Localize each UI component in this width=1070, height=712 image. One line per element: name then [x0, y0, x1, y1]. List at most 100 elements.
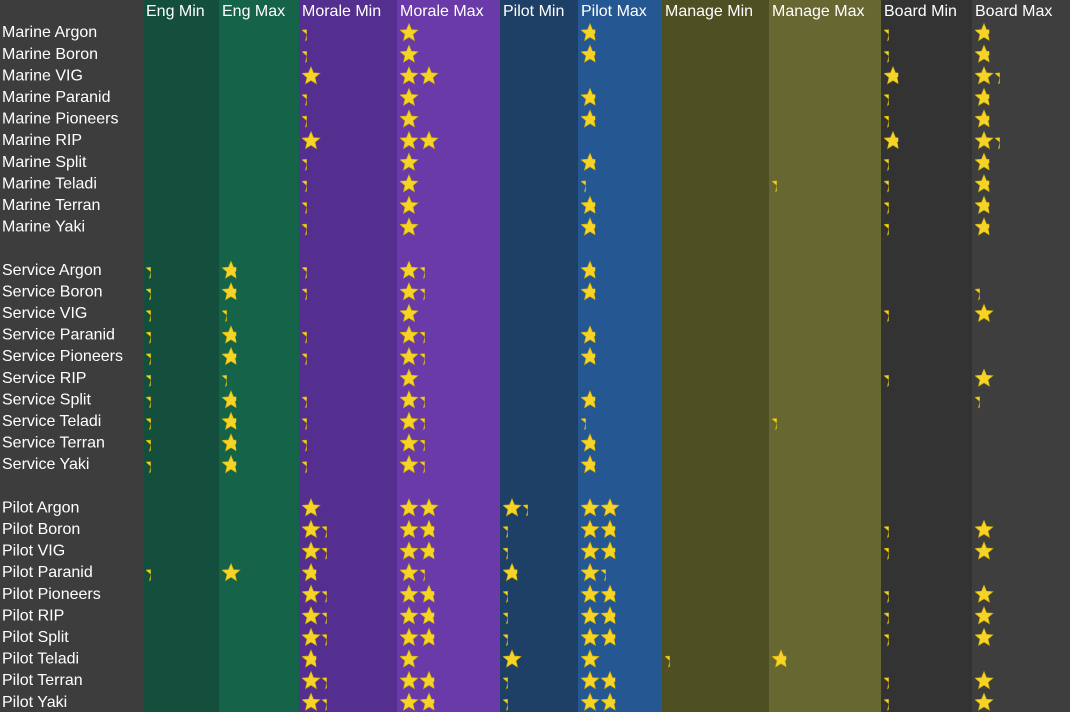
star — [503, 612, 508, 625]
star-rating — [400, 22, 419, 42]
star — [400, 454, 419, 474]
star-rating — [400, 670, 435, 690]
star — [302, 202, 307, 215]
row-label: Service Pioneers — [2, 348, 123, 365]
star — [400, 281, 419, 301]
star — [420, 439, 425, 452]
star — [400, 325, 419, 344]
star — [420, 396, 425, 409]
star-rating — [400, 325, 425, 344]
column-bg — [299, 0, 397, 712]
star-rating — [146, 353, 151, 366]
star — [581, 519, 600, 539]
star — [400, 389, 419, 409]
star — [601, 519, 616, 539]
star-rating — [400, 152, 419, 171]
star-rating — [975, 87, 990, 107]
star — [581, 346, 596, 366]
star-rating — [222, 433, 237, 452]
star-rating — [302, 65, 321, 85]
star — [884, 158, 889, 171]
star — [420, 461, 425, 474]
row-label: Service VIG — [2, 305, 87, 322]
star — [400, 605, 419, 625]
star — [975, 109, 990, 128]
star-rating — [884, 374, 889, 387]
star — [581, 692, 600, 711]
star — [420, 130, 439, 150]
star-rating — [302, 605, 327, 625]
star-rating — [400, 195, 419, 215]
star — [975, 288, 980, 301]
star-rating — [400, 433, 425, 452]
star — [302, 331, 307, 344]
star — [146, 374, 151, 387]
star — [400, 109, 419, 128]
star — [772, 418, 777, 431]
row-label: Service Argon — [2, 262, 102, 279]
star-rating — [772, 418, 777, 431]
star — [222, 260, 237, 279]
star — [601, 605, 616, 625]
star-rating — [400, 303, 419, 323]
star-rating — [222, 374, 227, 387]
star — [400, 22, 419, 42]
star-rating — [302, 584, 327, 603]
star — [302, 65, 321, 85]
star — [222, 346, 237, 366]
star — [503, 677, 508, 690]
star — [420, 353, 425, 366]
star-rating — [665, 655, 670, 668]
star-rating — [222, 325, 237, 344]
star — [884, 115, 889, 128]
column-header: Board Max — [975, 3, 1052, 20]
star — [995, 137, 1000, 150]
star-rating — [581, 627, 616, 647]
star-rating — [581, 325, 596, 344]
row-label: Service RIP — [2, 370, 86, 387]
star-rating — [884, 94, 889, 107]
star — [322, 547, 327, 560]
star — [146, 310, 151, 323]
star — [581, 389, 596, 409]
star — [302, 115, 307, 128]
star-rating — [975, 368, 994, 387]
row-label: Pilot Argon — [2, 499, 79, 516]
row-label: Service Paranid — [2, 327, 115, 344]
star-rating — [222, 389, 237, 409]
star — [400, 411, 419, 431]
star — [975, 87, 990, 107]
star — [581, 627, 600, 647]
star — [322, 634, 327, 647]
star-rating — [975, 65, 1000, 85]
star-rating — [581, 260, 596, 279]
row-label: Pilot VIG — [2, 543, 65, 560]
row-label: Pilot Yaki — [2, 694, 67, 711]
star-rating — [975, 217, 990, 236]
star — [146, 439, 151, 452]
row-label: Service Boron — [2, 283, 103, 300]
star — [581, 325, 596, 344]
star-rating — [400, 217, 419, 236]
star-rating — [146, 569, 151, 582]
star — [601, 627, 616, 647]
row-label: Pilot Paranid — [2, 564, 93, 581]
row-label: Service Teladi — [2, 413, 101, 430]
star-rating — [146, 439, 151, 452]
star-rating — [884, 612, 889, 625]
star — [884, 202, 889, 215]
star — [975, 65, 994, 85]
star-rating — [581, 22, 596, 42]
star-rating — [503, 698, 508, 711]
star — [302, 562, 317, 582]
star-rating — [581, 584, 616, 603]
star-rating — [400, 605, 435, 625]
column-bg — [972, 0, 1070, 712]
star — [665, 655, 670, 668]
star — [975, 396, 980, 409]
star — [146, 461, 151, 474]
row-label: Marine RIP — [2, 132, 82, 149]
row-label: Marine VIG — [2, 67, 83, 84]
star — [222, 454, 237, 474]
star — [302, 584, 321, 603]
